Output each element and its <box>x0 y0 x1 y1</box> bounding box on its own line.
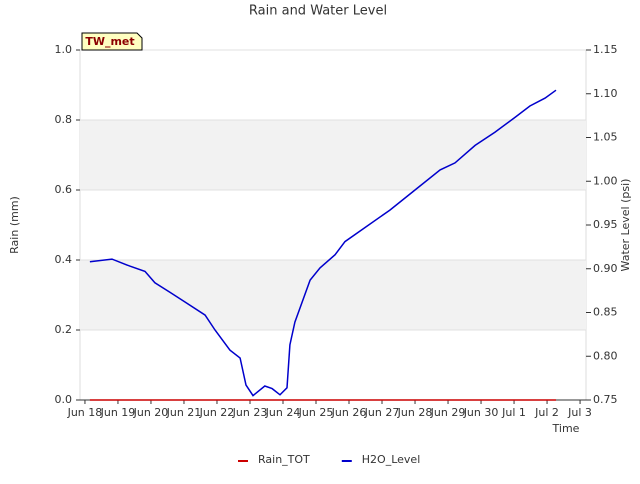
x-tick-label: Jun 29 <box>430 406 466 419</box>
x-tick-label: Jun 22 <box>199 406 235 419</box>
x-tick-label: Jun 28 <box>397 406 433 419</box>
annotation-text: TW_met <box>85 35 134 48</box>
y-tick-label: 1.0 <box>55 43 73 56</box>
x-tick-label: Jun 30 <box>463 406 499 419</box>
plot-layer <box>79 49 587 401</box>
x-tick-label: Jun 24 <box>265 406 301 419</box>
y2-tick-label: 0.90 <box>593 262 618 275</box>
y-tick-label: 0.0 <box>55 393 73 406</box>
plot-area <box>79 49 587 401</box>
legend-label: Rain_TOT <box>258 453 310 466</box>
x-tick-label: Jun 26 <box>331 406 367 419</box>
x-tick-label: Jul 1 <box>501 406 526 419</box>
legend-label: H2O_Level <box>362 453 420 466</box>
y2-tick-label: 1.10 <box>593 87 618 100</box>
grid-band <box>80 120 586 190</box>
x-tick-label: Jun 23 <box>232 406 268 419</box>
x-tick-label: Jun 21 <box>166 406 202 419</box>
y-tick-label: 0.6 <box>55 183 73 196</box>
y2-tick-label: 0.80 <box>593 349 618 362</box>
chart-title: Rain and Water Level <box>249 4 387 19</box>
annotation-box <box>81 32 143 51</box>
x-axis-label: Time <box>552 422 580 435</box>
y-tick-label: 0.8 <box>55 113 73 126</box>
series-line <box>89 89 557 397</box>
y-tick-label: 0.2 <box>55 323 73 336</box>
x-tick-label: Jun 25 <box>298 406 334 419</box>
x-tick-label: Jul 2 <box>534 406 559 419</box>
y2-tick-label: 0.95 <box>593 218 618 231</box>
y-tick-label: 0.4 <box>55 253 73 266</box>
y2-tick-label: 0.85 <box>593 306 618 319</box>
x-tick-label: Jul 3 <box>567 406 592 419</box>
x-tick-label: Jun 18 <box>67 406 103 419</box>
y2-tick-label: 1.05 <box>593 131 618 144</box>
x-tick-label: Jun 20 <box>133 406 169 419</box>
x-tick-label: Jun 27 <box>364 406 400 419</box>
y2-tick-label: 1.00 <box>593 174 618 187</box>
annotation: TW_met <box>81 32 143 51</box>
x-tick-label: Jun 19 <box>100 406 136 419</box>
y2-axis-label: Water Level (psi) <box>619 179 632 272</box>
y-axis-label: Rain (mm) <box>8 196 21 254</box>
y2-tick-label: 0.75 <box>593 393 618 406</box>
y2-tick-label: 1.15 <box>593 43 618 56</box>
grid-band <box>80 260 586 330</box>
